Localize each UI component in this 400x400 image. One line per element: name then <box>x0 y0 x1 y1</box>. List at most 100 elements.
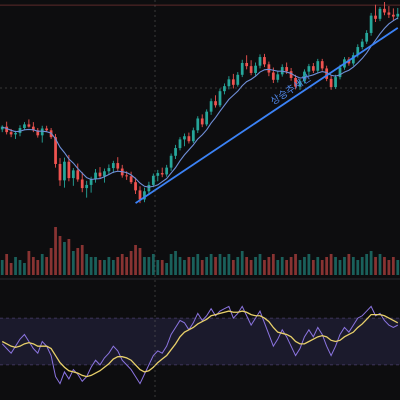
candle-body[interactable] <box>116 163 120 169</box>
candle-body[interactable] <box>218 91 222 106</box>
candle-body[interactable] <box>111 163 115 169</box>
volume-bar <box>249 260 253 275</box>
candle-body[interactable] <box>391 14 395 17</box>
candle-body[interactable] <box>338 67 342 78</box>
candle-body[interactable] <box>378 8 382 19</box>
candle-body[interactable] <box>383 8 386 13</box>
candle-body[interactable] <box>209 101 213 112</box>
candle-body[interactable] <box>396 13 400 17</box>
candle-body[interactable] <box>191 130 195 142</box>
candle-body[interactable] <box>134 182 137 191</box>
candle-body[interactable] <box>85 184 89 189</box>
candle-body[interactable] <box>263 57 266 65</box>
candle-body[interactable] <box>307 66 311 72</box>
candle-body[interactable] <box>254 65 257 73</box>
candle-body[interactable] <box>285 67 289 72</box>
volume-bar <box>120 254 124 275</box>
candle-body[interactable] <box>240 62 244 75</box>
candle-body[interactable] <box>98 172 102 177</box>
candle-body[interactable] <box>151 175 155 185</box>
candle-body[interactable] <box>147 184 151 192</box>
candle-body[interactable] <box>187 136 191 142</box>
candle-body[interactable] <box>320 61 324 69</box>
volume-bar <box>347 254 351 275</box>
candle-body[interactable] <box>325 68 329 79</box>
candle-body[interactable] <box>205 111 209 125</box>
volume-bar <box>58 236 62 275</box>
candle-body[interactable] <box>169 155 173 168</box>
candle-body[interactable] <box>27 124 31 127</box>
volume-bar <box>245 257 249 275</box>
candle-body[interactable] <box>76 170 80 180</box>
candle-body[interactable] <box>183 136 186 140</box>
candle-body[interactable] <box>223 86 226 92</box>
candle-body[interactable] <box>365 32 369 42</box>
uptrend-line[interactable] <box>135 27 399 204</box>
volume-bar <box>151 254 155 275</box>
candle-body[interactable] <box>125 175 129 177</box>
candle-body[interactable] <box>165 167 169 175</box>
candle-body[interactable] <box>369 15 373 33</box>
candle-body[interactable] <box>236 74 240 85</box>
volume-bar <box>271 254 275 275</box>
candle-body[interactable] <box>5 126 9 133</box>
candle-body[interactable] <box>271 72 275 80</box>
candle-body[interactable] <box>289 71 293 78</box>
candle-body[interactable] <box>23 124 26 129</box>
candle-body[interactable] <box>351 55 355 64</box>
candle-body[interactable] <box>160 173 164 175</box>
candle-body[interactable] <box>174 148 177 156</box>
candle-body[interactable] <box>245 62 249 67</box>
candle-body[interactable] <box>45 128 49 131</box>
candle-body[interactable] <box>18 128 22 134</box>
candle-body[interactable] <box>294 77 297 87</box>
candle-body[interactable] <box>316 61 320 71</box>
candle-body[interactable] <box>94 172 97 179</box>
candle-body[interactable] <box>89 178 93 185</box>
candle-body[interactable] <box>249 66 253 73</box>
candle-body[interactable] <box>156 173 160 176</box>
candle-body[interactable] <box>196 118 200 131</box>
candle-body[interactable] <box>356 47 360 56</box>
candle-body[interactable] <box>40 128 44 136</box>
candle-body[interactable] <box>67 161 71 179</box>
candle-body[interactable] <box>107 168 111 172</box>
volume-bar <box>134 245 137 275</box>
candle-body[interactable] <box>129 176 133 183</box>
candle-body[interactable] <box>298 81 302 87</box>
volume-bar <box>165 263 169 275</box>
candle-body[interactable] <box>71 170 75 179</box>
candle-body[interactable] <box>258 57 262 66</box>
candle-body[interactable] <box>138 190 142 200</box>
candle-body[interactable] <box>214 101 217 106</box>
candle-body[interactable] <box>387 12 391 15</box>
candle-body[interactable] <box>0 126 4 130</box>
candle-body[interactable] <box>267 64 271 73</box>
candle-body[interactable] <box>54 137 57 164</box>
candle-body[interactable] <box>36 130 40 136</box>
candle-body[interactable] <box>178 139 182 149</box>
candle-body[interactable] <box>58 163 62 181</box>
volume-bar <box>125 257 129 275</box>
candle-body[interactable] <box>14 133 17 135</box>
candle-body[interactable] <box>231 79 235 85</box>
volume-bar <box>387 260 391 275</box>
candle-body[interactable] <box>303 71 306 82</box>
candle-body[interactable] <box>143 191 146 200</box>
candle-body[interactable] <box>276 74 280 80</box>
candle-body[interactable] <box>329 78 333 88</box>
volume-bar <box>45 257 49 275</box>
candle-body[interactable] <box>63 161 66 181</box>
candle-body[interactable] <box>103 171 106 177</box>
candle-body[interactable] <box>200 118 204 125</box>
volume-bar <box>356 260 360 275</box>
candle-body[interactable] <box>360 41 364 48</box>
candle-body[interactable] <box>9 132 13 135</box>
candle-body[interactable] <box>374 15 377 19</box>
candle-body[interactable] <box>311 66 315 71</box>
candle-body[interactable] <box>31 126 35 131</box>
candle-body[interactable] <box>80 179 84 189</box>
candle-body[interactable] <box>227 79 231 87</box>
candle-body[interactable] <box>334 77 337 88</box>
